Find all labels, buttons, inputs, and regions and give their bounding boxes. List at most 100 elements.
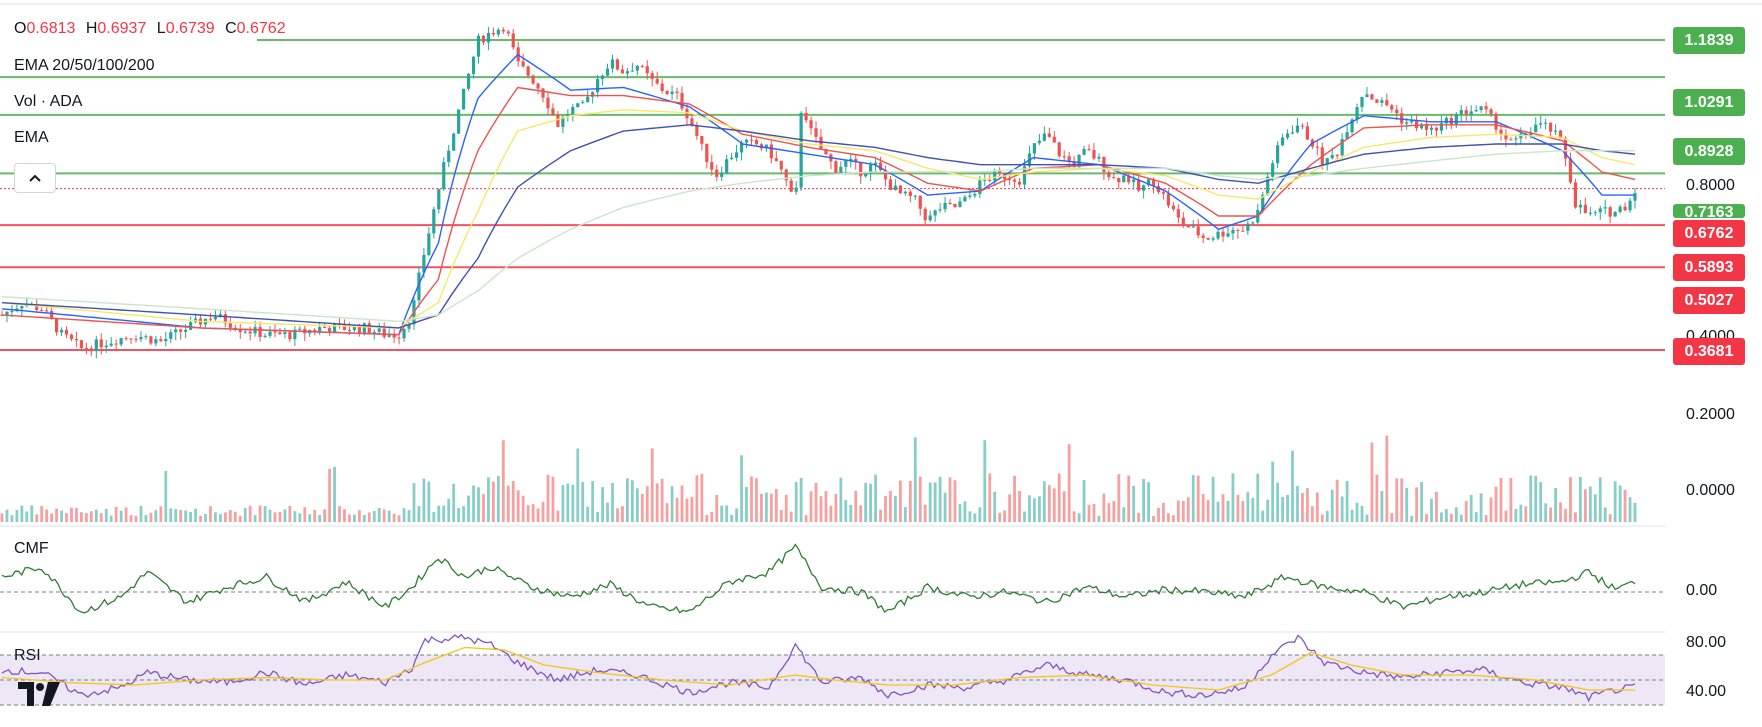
volume-bar — [938, 476, 942, 522]
volume-bar — [1539, 482, 1543, 522]
candle-body — [725, 159, 729, 173]
rsi-pane-label[interactable]: RSI — [14, 647, 41, 664]
candle-body — [109, 343, 113, 346]
volume-bar — [1583, 489, 1587, 522]
candle-body — [789, 180, 793, 192]
rsi-ma-line — [1, 646, 1635, 691]
candle-body — [432, 209, 436, 234]
volume-bar — [1057, 473, 1061, 522]
candle-body — [1415, 120, 1419, 129]
volume-bar — [794, 482, 798, 522]
volume-bar — [1087, 504, 1091, 522]
legend-ema-multi[interactable]: EMA 20/50/100/200 — [14, 57, 155, 74]
candle-body — [744, 139, 749, 143]
candle-body — [1037, 140, 1041, 144]
candle-body — [129, 338, 133, 340]
candle-body — [1137, 179, 1141, 191]
candle-body — [1350, 119, 1354, 133]
cmf-pane-label[interactable]: CMF — [14, 540, 49, 557]
candle-body — [1246, 223, 1250, 231]
candle-body — [149, 336, 153, 344]
tradingview-logo[interactable] — [18, 682, 62, 713]
candle-body — [596, 79, 600, 93]
volume-bar — [1216, 501, 1220, 522]
collapse-legend-button[interactable] — [14, 163, 56, 193]
volume-bar — [1033, 498, 1036, 522]
volume-bar — [526, 505, 530, 522]
candle-body — [466, 73, 471, 89]
volume-bar — [1529, 475, 1533, 522]
candle-body — [1553, 130, 1558, 132]
support-tag: 0.5027 — [1673, 287, 1745, 314]
candle-body — [948, 202, 952, 204]
candle-body — [1305, 126, 1310, 140]
candle-body — [1072, 161, 1076, 167]
candle-body — [134, 339, 138, 341]
candle-body — [442, 162, 446, 190]
candle-body — [581, 102, 585, 104]
candle-body — [824, 149, 828, 155]
candle-body — [5, 311, 9, 316]
volume-bar — [238, 515, 242, 522]
volume-bar — [1008, 494, 1011, 522]
volume-bar — [655, 483, 659, 522]
volume-bar — [1003, 510, 1007, 522]
candle-body — [1236, 229, 1240, 231]
volume-bar — [10, 515, 14, 522]
volume-bar — [1206, 499, 1210, 522]
volume-bar — [690, 496, 694, 522]
candle-body — [1429, 127, 1434, 130]
price-tick: 0.2000 — [1686, 406, 1735, 423]
volume-bar — [601, 487, 604, 522]
volume-bar — [149, 512, 153, 522]
volume-bar — [854, 490, 858, 522]
candle-body — [208, 318, 213, 320]
volume-bar — [1023, 511, 1026, 522]
volume-bar — [273, 512, 277, 522]
open-value: 0.6813 — [26, 20, 76, 37]
candle-body — [89, 348, 93, 352]
candle-body — [1142, 185, 1146, 191]
volume-bar — [1301, 493, 1304, 522]
volume-bar — [1613, 481, 1617, 522]
volume-bar — [1335, 479, 1339, 522]
candle-body — [273, 331, 277, 333]
volume-bar — [1132, 485, 1136, 522]
volume-bar — [908, 481, 912, 522]
volume-bar — [814, 482, 818, 522]
candle-body — [189, 322, 193, 330]
volume-bar — [1246, 491, 1250, 522]
candle-body — [10, 311, 14, 313]
legend-volume[interactable]: Vol · ADA — [14, 93, 83, 110]
volume-bar — [859, 505, 863, 522]
volume-bar — [998, 512, 1002, 522]
candle-body — [1171, 205, 1175, 210]
volume-bar — [432, 512, 436, 522]
volume-bar — [392, 513, 396, 522]
legend-ema[interactable]: EMA — [14, 129, 49, 146]
candle-body — [859, 162, 863, 177]
ema-line — [1, 109, 1636, 329]
candle-body — [1186, 224, 1190, 228]
volume-bar — [834, 493, 838, 522]
volume-bar — [963, 501, 967, 522]
rsi-line — [1, 633, 1636, 703]
volume-bar — [531, 504, 535, 522]
candle-body — [327, 328, 332, 333]
volume-bar — [313, 509, 317, 522]
candle-body — [94, 339, 98, 352]
volume-bar — [303, 507, 307, 522]
candle-body — [511, 33, 515, 48]
volume-bar — [675, 497, 679, 522]
volume-bar — [849, 505, 853, 522]
candle-body — [1434, 127, 1439, 131]
candle-body — [908, 191, 912, 196]
ema-line — [1, 53, 1635, 336]
volume-bar — [1593, 494, 1597, 522]
volume-bar — [1559, 502, 1562, 522]
candle-body — [938, 209, 942, 211]
volume-bar — [377, 508, 381, 522]
volume-bar — [30, 505, 34, 522]
candle-body — [1479, 106, 1483, 111]
